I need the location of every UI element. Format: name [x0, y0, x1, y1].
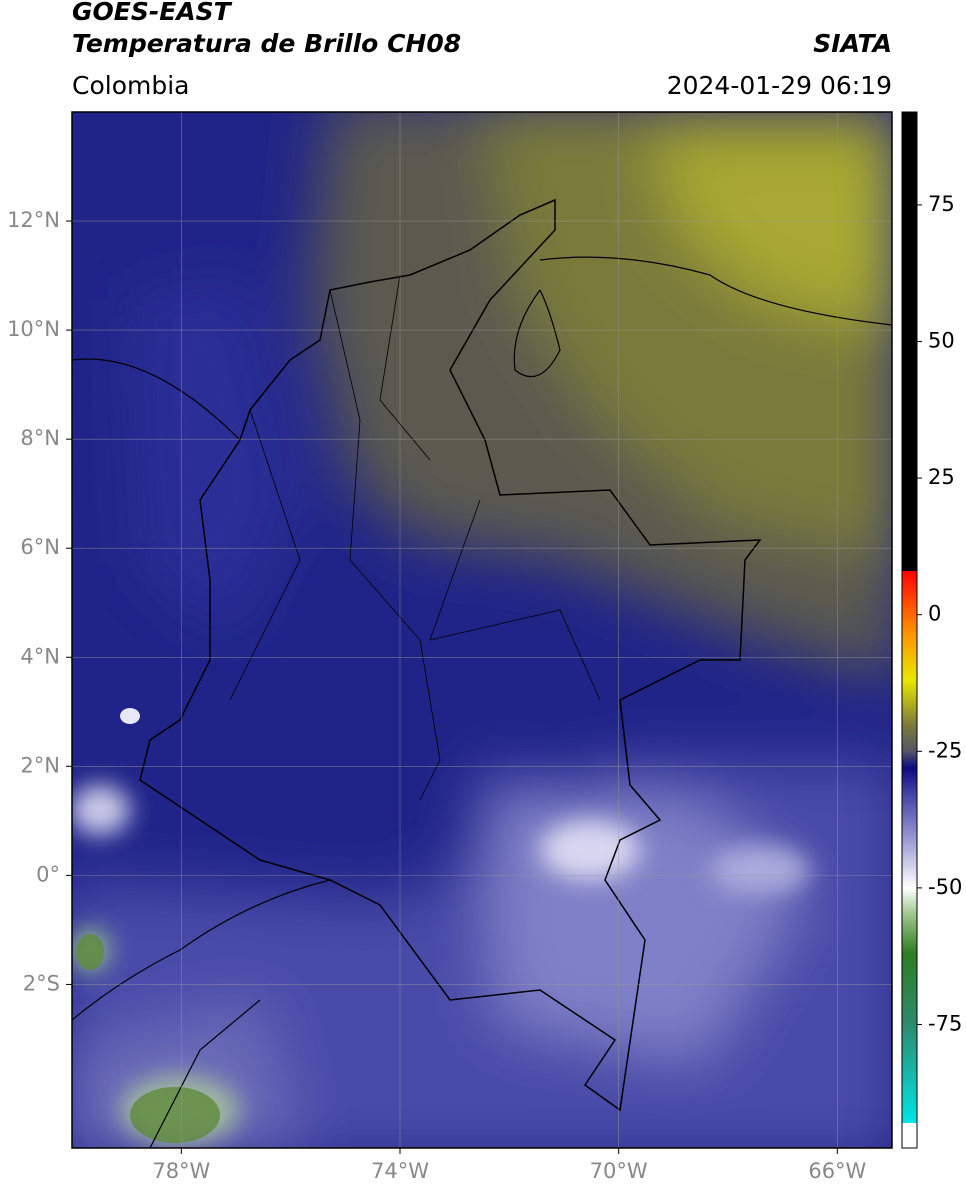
- y-tick-label: 10°N: [7, 317, 60, 341]
- y-tick-label: 2°N: [20, 753, 60, 777]
- y-tick-label: 0°: [36, 862, 60, 886]
- map-frame: [71, 111, 893, 1149]
- region: Colombia: [72, 71, 189, 100]
- timestamp: 2024-01-29 06:19: [667, 71, 892, 100]
- y-tick-label: 12°N: [7, 208, 60, 232]
- colorbar-label: 75: [928, 192, 955, 216]
- source: SIATA: [813, 29, 892, 58]
- colorbar-label: -50: [928, 875, 962, 899]
- x-tick-label: 74°W: [371, 1159, 429, 1183]
- colorbar-label: -75: [928, 1012, 962, 1036]
- colorbar-label: -25: [928, 738, 962, 762]
- colorbar-label: 50: [928, 328, 955, 352]
- x-tick-label: 70°W: [590, 1159, 648, 1183]
- y-tick-label: 4°N: [20, 644, 60, 668]
- subtitle: Temperatura de Brillo CH08: [72, 29, 461, 58]
- y-tick-label: 8°N: [20, 426, 60, 450]
- satellite-image: [72, 112, 892, 1148]
- y-tick-label: 2°S: [23, 971, 60, 995]
- y-tick-label: 6°N: [20, 535, 60, 559]
- colorbar-label: 25: [928, 465, 955, 489]
- x-tick-label: 66°W: [808, 1159, 866, 1183]
- x-tick-label: 78°W: [152, 1159, 210, 1183]
- colorbar-label: 0: [928, 602, 941, 626]
- colorbar: [901, 111, 918, 1149]
- title: GOES-EAST: [72, 0, 233, 26]
